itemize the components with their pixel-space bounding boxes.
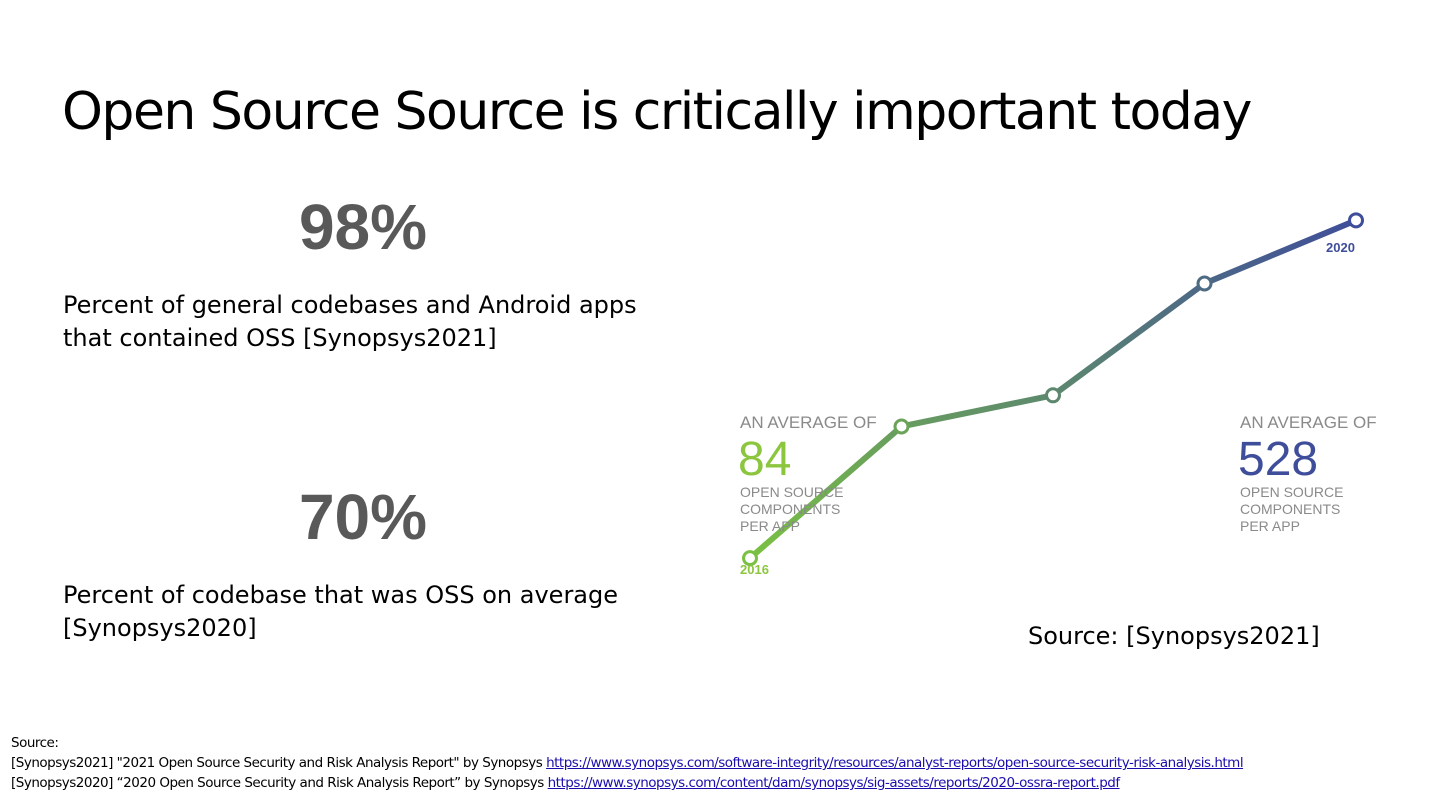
oss-growth-chart: AN AVERAGE OF 84 OPEN SOURCE COMPONENTS … [738, 212, 1377, 577]
right-callout-line3: PER APP [1240, 518, 1300, 534]
left-callout-prefix: AN AVERAGE OF [740, 413, 877, 432]
slide-title: Open Source Source is critically importa… [62, 82, 1252, 142]
data-point-2018 [1045, 387, 1061, 404]
reference-link[interactable]: https://www.synopsys.com/content/dam/syn… [547, 775, 1120, 791]
data-point-2017 [893, 418, 910, 435]
references-heading: Source: [11, 735, 59, 751]
left-callout-line3: PER APP [740, 518, 800, 534]
left-callout-line1: OPEN SOURCE [740, 484, 843, 500]
right-callout-line2: COMPONENTS [1240, 501, 1340, 517]
year-label-start: 2016 [740, 562, 769, 577]
right-callout-number: 528 [1238, 433, 1318, 486]
stat-value-98: 98% [298, 191, 428, 263]
reference-link[interactable]: https://www.synopsys.com/software-integr… [546, 755, 1244, 771]
data-point-2020 [1348, 212, 1364, 229]
reference-item: [Synopsys2021] "2021 Open Source Securit… [11, 753, 1244, 773]
reference-text: [Synopsys2020] “2020 Open Source Securit… [11, 775, 544, 791]
stat-description-98: Percent of general codebases and Android… [63, 291, 637, 352]
left-callout-line2: COMPONENTS [740, 501, 840, 517]
references: Source: [Synopsys2021] "2021 Open Source… [11, 733, 1244, 793]
data-point-2016 [742, 550, 758, 567]
stat-value-70: 70% [298, 481, 428, 553]
data-point-2019 [1196, 275, 1213, 292]
right-callout-prefix: AN AVERAGE OF [1240, 413, 1377, 432]
left-callout-number: 84 [738, 433, 791, 486]
year-label-end: 2020 [1326, 240, 1355, 255]
stat-description-70: Percent of codebase that was OSS on aver… [63, 581, 619, 642]
right-callout-line1: OPEN SOURCE [1240, 484, 1343, 500]
reference-item: [Synopsys2020] “2020 Open Source Securit… [11, 773, 1243, 793]
chart-source-label: Source: [Synopsys2021] [1028, 622, 1320, 650]
reference-text: [Synopsys2021] "2021 Open Source Securit… [11, 755, 543, 771]
